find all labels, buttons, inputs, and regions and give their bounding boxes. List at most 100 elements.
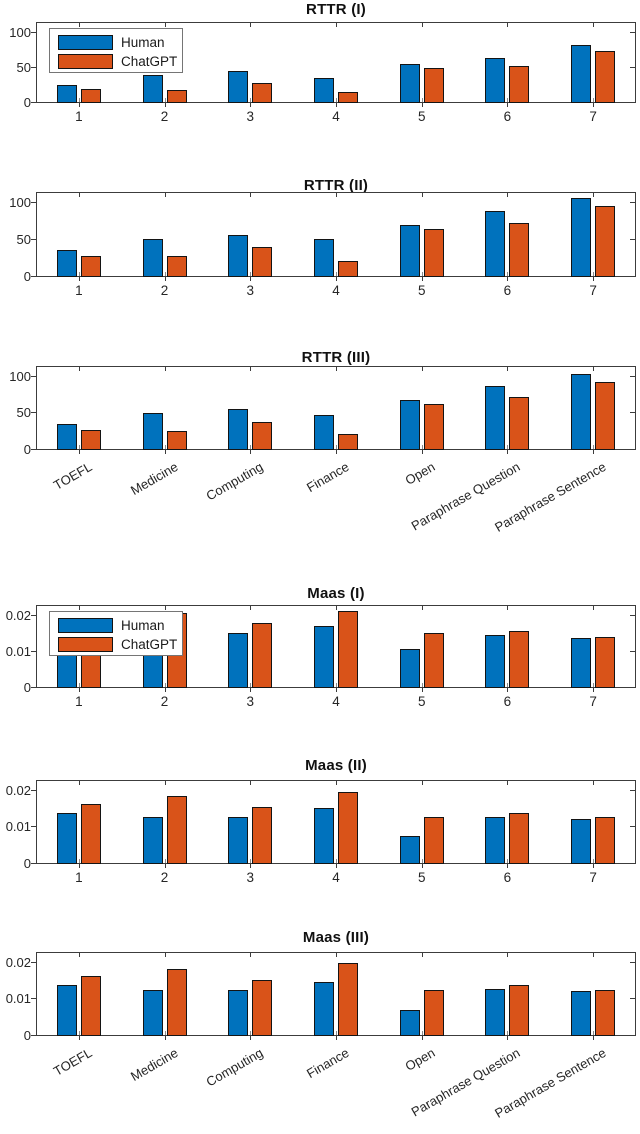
plot-area-rttr-3 bbox=[36, 366, 636, 450]
x-tick-label: Medicine bbox=[127, 459, 181, 499]
y-tick-left bbox=[31, 789, 36, 791]
x-tick-inner bbox=[336, 445, 337, 449]
y-tick-label: 100 bbox=[9, 24, 31, 40]
y-tick-right bbox=[630, 202, 635, 204]
x-tick-label: 6 bbox=[503, 870, 512, 885]
bar-human-4 bbox=[314, 239, 334, 277]
bar-chatgpt-4 bbox=[338, 610, 358, 688]
x-tick-inner bbox=[78, 1031, 80, 1035]
x-tick-outer bbox=[593, 103, 595, 107]
bar-chatgpt-3 bbox=[252, 247, 273, 277]
x-tick-outer bbox=[421, 103, 423, 107]
x-tick-outer bbox=[164, 450, 166, 454]
bar-chatgpt-6 bbox=[509, 66, 530, 103]
x-tick-top bbox=[421, 23, 423, 27]
x-tick-outer bbox=[164, 1036, 166, 1040]
x-tick-inner bbox=[593, 98, 595, 102]
y-tick-right bbox=[630, 687, 635, 688]
bar-chatgpt-paraphrase-sentence bbox=[595, 382, 616, 450]
y-tick-label: 0.02 bbox=[5, 954, 31, 970]
y-tick-right bbox=[630, 276, 635, 277]
chart-title-rttr-2: RTTR (II) bbox=[303, 177, 369, 194]
bar-human-3 bbox=[228, 632, 249, 688]
x-tick-top bbox=[78, 953, 80, 957]
x-tick-top bbox=[78, 23, 80, 27]
x-tick-outer bbox=[593, 1036, 595, 1040]
x-tick-outer bbox=[78, 103, 80, 107]
y-tick-label: 50 bbox=[16, 59, 31, 75]
bar-human-7 bbox=[571, 638, 592, 688]
x-tick-label: 4 bbox=[332, 283, 340, 298]
x-tick-outer bbox=[421, 450, 423, 454]
bar-human-3 bbox=[228, 71, 249, 103]
bar-chatgpt-4 bbox=[338, 260, 358, 277]
x-tick-top bbox=[421, 781, 423, 785]
x-tick-label: Paraphrase Sentence bbox=[492, 1045, 609, 1121]
x-tick-outer bbox=[421, 1036, 423, 1040]
bar-chatgpt-5 bbox=[423, 228, 444, 277]
y-tick-label: 0.01 bbox=[5, 991, 31, 1007]
x-tick-outer bbox=[78, 450, 80, 454]
x-tick-outer bbox=[507, 277, 509, 281]
y-tick-left bbox=[31, 998, 36, 1000]
x-tick-label: 1 bbox=[75, 283, 83, 298]
bar-human-toefl bbox=[56, 985, 77, 1036]
bar-chatgpt-3 bbox=[252, 623, 273, 688]
legend-label-chatgpt: ChatGPT bbox=[121, 637, 178, 652]
x-tick-outer bbox=[250, 450, 252, 454]
x-tick-label: 3 bbox=[246, 694, 255, 709]
x-tick-label: TOEFL bbox=[50, 459, 95, 493]
x-tick-label: 6 bbox=[503, 109, 512, 124]
x-tick-inner bbox=[164, 683, 166, 687]
bar-human-toefl bbox=[56, 424, 77, 450]
x-tick-top bbox=[336, 193, 337, 197]
y-tick-left bbox=[31, 961, 36, 963]
bar-human-2 bbox=[142, 238, 163, 277]
x-tick-label: TOEFL bbox=[50, 1045, 95, 1079]
bar-human-computing bbox=[228, 990, 249, 1036]
bar-chatgpt-computing bbox=[252, 979, 273, 1036]
x-tick-top bbox=[593, 23, 595, 27]
x-tick-label: 2 bbox=[160, 694, 169, 709]
x-tick-label: 5 bbox=[417, 283, 426, 298]
legend-label-human: Human bbox=[121, 618, 165, 633]
x-tick-inner bbox=[78, 445, 80, 449]
x-tick-top bbox=[336, 606, 337, 610]
bar-human-7 bbox=[571, 818, 592, 864]
x-tick-label: 7 bbox=[589, 109, 597, 124]
legend: Human ChatGPT bbox=[49, 611, 183, 656]
x-tick-outer bbox=[164, 103, 166, 107]
x-tick-label: 7 bbox=[589, 283, 597, 298]
bar-chatgpt-finance bbox=[338, 433, 358, 450]
x-tick-label: Open bbox=[402, 1045, 438, 1074]
x-tick-label: 7 bbox=[589, 694, 597, 709]
y-tick-right bbox=[630, 1035, 635, 1036]
x-tick-label: 2 bbox=[160, 109, 169, 124]
y-tick-right bbox=[630, 998, 635, 1000]
x-tick-inner bbox=[78, 859, 80, 863]
x-tick-top bbox=[164, 367, 166, 371]
x-tick-outer bbox=[336, 450, 337, 454]
x-tick-outer bbox=[250, 103, 252, 107]
bar-human-1 bbox=[56, 249, 77, 277]
bar-human-paraphrase-question bbox=[485, 386, 506, 450]
y-tick-right bbox=[630, 650, 635, 652]
bar-chatgpt-open bbox=[423, 403, 444, 450]
bar-human-medicine bbox=[142, 412, 163, 450]
bar-human-computing bbox=[228, 409, 249, 450]
y-tick-left bbox=[31, 412, 36, 414]
x-tick-inner bbox=[593, 1031, 595, 1035]
bar-chatgpt-1 bbox=[80, 803, 101, 864]
bar-human-3 bbox=[228, 234, 249, 277]
y-tick-label: 100 bbox=[9, 368, 31, 384]
x-tick-outer bbox=[421, 688, 423, 692]
x-tick-inner bbox=[421, 683, 423, 687]
chart-title-maas-3: Maas (III) bbox=[302, 929, 370, 946]
x-tick-inner bbox=[164, 445, 166, 449]
x-tick-inner bbox=[421, 1031, 423, 1035]
x-tick-inner bbox=[421, 98, 423, 102]
x-tick-label: 1 bbox=[75, 109, 83, 124]
y-tick-left bbox=[31, 687, 36, 688]
